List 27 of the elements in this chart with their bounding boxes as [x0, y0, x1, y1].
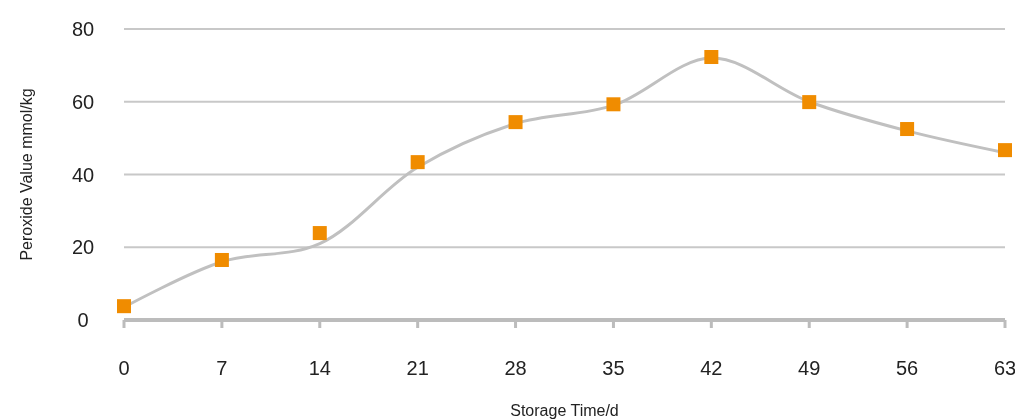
y-tick-label: 60: [71, 90, 95, 113]
x-tick-label: 56: [895, 357, 919, 379]
x-tick-label: 49: [798, 357, 821, 379]
y-tick-label: 40: [71, 163, 95, 186]
y-tick-label: 0: [77, 309, 89, 331]
point: [900, 122, 915, 137]
x-tick-label: 21: [406, 357, 429, 379]
x-tick-label: 35: [602, 357, 625, 379]
x-tick-label: 0: [118, 357, 130, 379]
point: [508, 115, 523, 130]
y-axis-title: Peroxide Value mmol/kg: [18, 88, 35, 261]
point: [214, 252, 229, 267]
x-tick-label: 28: [504, 357, 527, 379]
x-tick-label: 14: [308, 357, 331, 379]
x-tick-label: 42: [700, 357, 723, 379]
x-axis-title: Storage Time/d: [510, 402, 619, 419]
point: [606, 97, 621, 112]
point: [312, 226, 327, 241]
x-tick-label: 63: [993, 357, 1015, 379]
point: [998, 143, 1012, 158]
point: [802, 95, 817, 110]
point: [117, 299, 131, 314]
x-tick-label: 7: [216, 357, 228, 379]
point: [704, 50, 719, 65]
point: [410, 155, 425, 170]
y-tick-label: 20: [71, 236, 95, 259]
y-tick-label: 80: [71, 18, 95, 40]
